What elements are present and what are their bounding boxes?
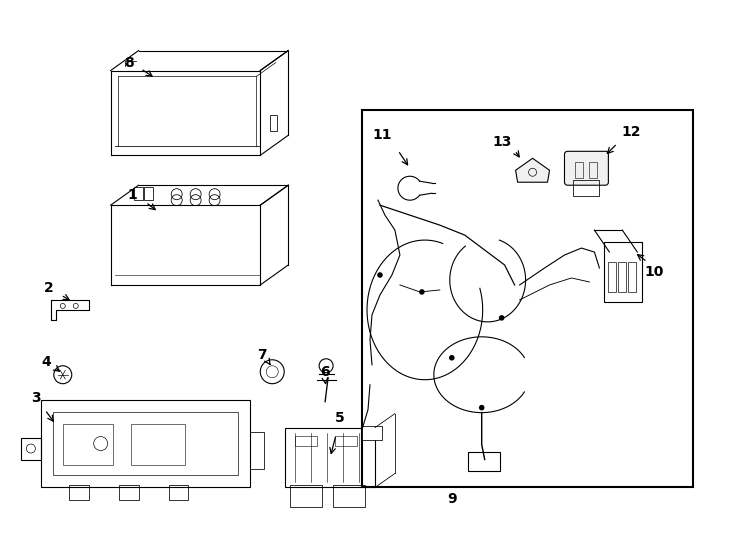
Circle shape [419,289,425,295]
Bar [250,431,264,469]
Bar [604,242,642,302]
Bar [131,423,186,465]
Text: 2: 2 [44,281,54,295]
Bar [573,180,600,196]
Bar [628,262,636,292]
Bar [295,436,317,446]
Bar [21,437,41,460]
Text: 9: 9 [447,492,457,507]
Bar [53,411,239,476]
Polygon shape [515,158,550,182]
Bar [41,400,250,488]
Text: 12: 12 [622,125,641,139]
Bar [608,262,617,292]
Bar [575,163,584,178]
Text: 5: 5 [335,410,345,424]
Text: 11: 11 [372,129,392,143]
Bar [134,187,143,200]
Bar [290,485,322,508]
Text: 7: 7 [258,348,267,362]
Bar [144,187,153,200]
Bar [468,451,500,471]
Text: 8: 8 [124,56,134,70]
Bar [335,436,357,446]
Bar [618,262,626,292]
FancyBboxPatch shape [564,151,608,185]
Bar [169,485,189,501]
Circle shape [479,405,484,410]
Text: 10: 10 [644,265,664,279]
Circle shape [499,315,504,321]
Text: 3: 3 [31,390,40,404]
Bar [589,163,597,178]
Bar [270,115,277,131]
Text: 1: 1 [128,188,137,202]
Circle shape [54,366,72,384]
Bar [119,485,139,501]
Text: 4: 4 [41,355,51,369]
Text: 6: 6 [320,364,330,379]
Bar [286,428,375,488]
Bar [362,110,693,488]
Circle shape [449,355,454,361]
Bar [333,485,365,508]
Bar [362,426,382,440]
Text: 13: 13 [492,136,512,150]
Bar [63,423,112,465]
Circle shape [377,272,382,278]
Bar [69,485,89,501]
